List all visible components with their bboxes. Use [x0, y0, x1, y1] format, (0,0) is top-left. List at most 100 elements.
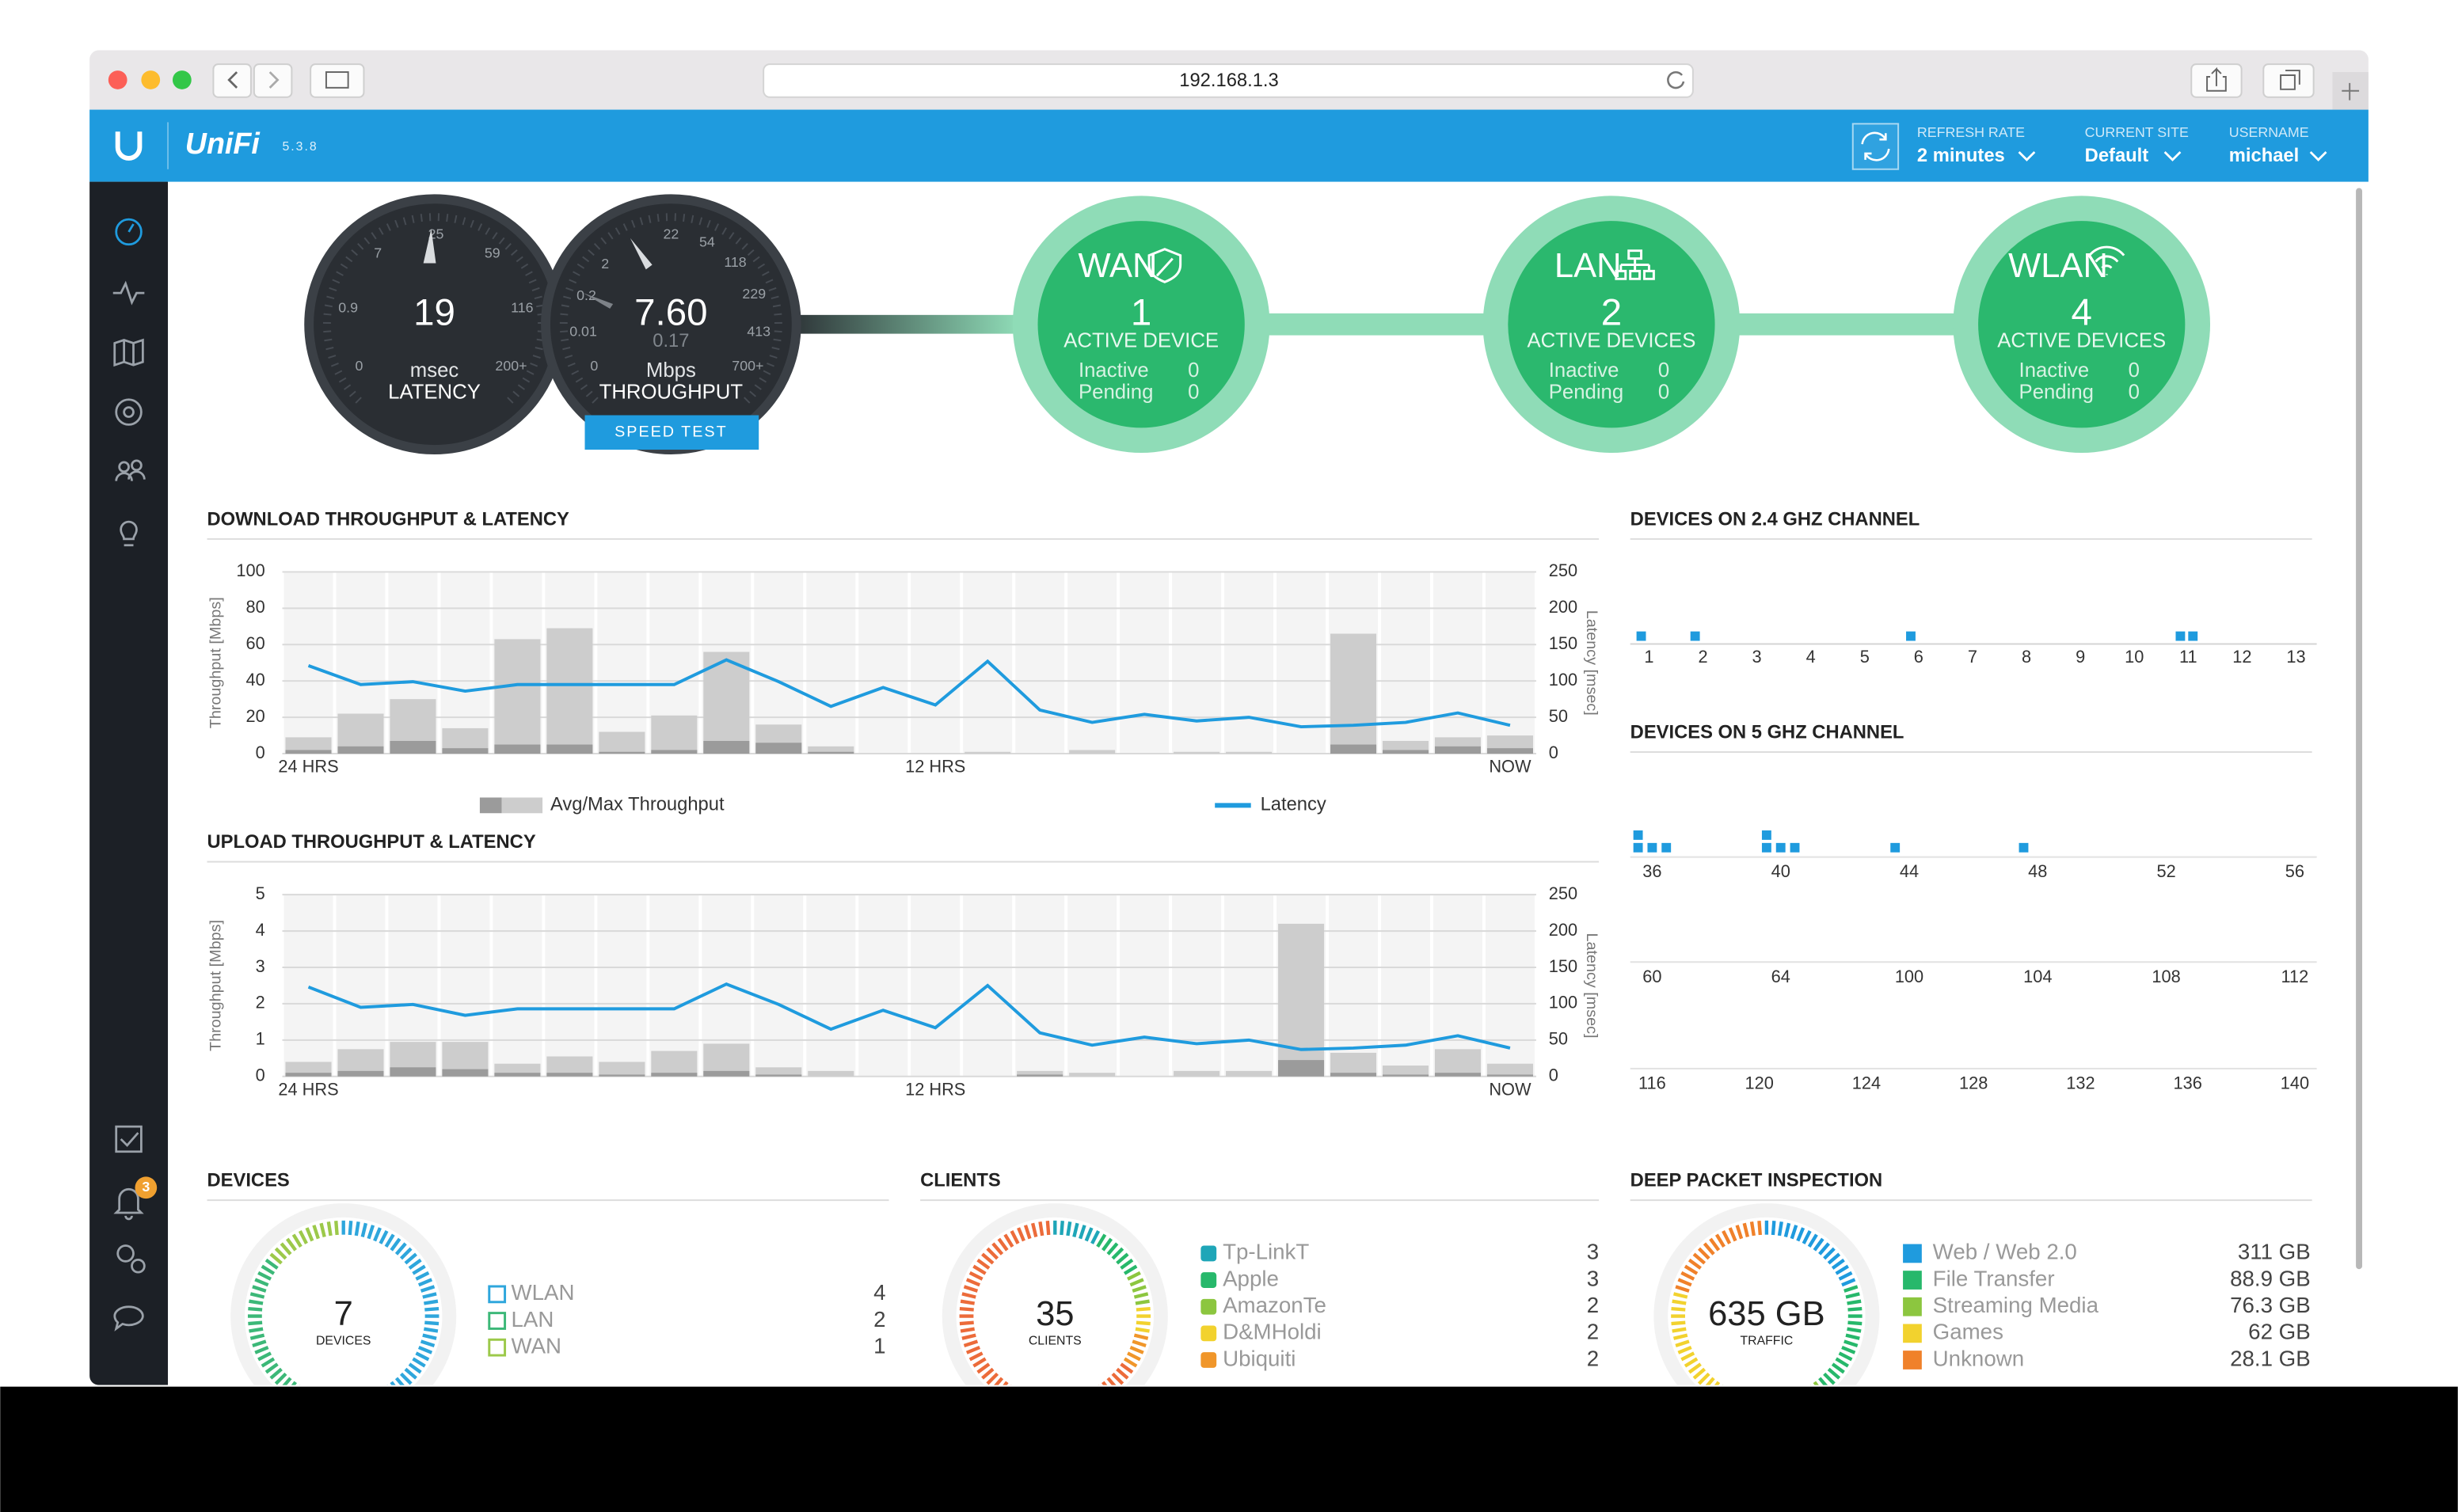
donut-tick: [1835, 1264, 1849, 1275]
column-band: [1433, 895, 1482, 1077]
donut-tick: [354, 1221, 360, 1237]
status-circle[interactable]: [1508, 221, 1715, 428]
donut-tick: [1102, 1381, 1113, 1385]
speed-test-label[interactable]: SPEED TEST: [614, 424, 728, 441]
y-tick-label: 0: [256, 1066, 265, 1085]
max-throughput-bar: [755, 1067, 802, 1077]
donut-tick: [1714, 1233, 1726, 1248]
devices-icon[interactable]: [115, 398, 143, 426]
channel-devices: [1633, 830, 1672, 853]
speed-test-button[interactable]: [584, 415, 759, 450]
donut-tick: [1684, 1357, 1699, 1368]
channel-label: 56: [2285, 861, 2304, 881]
status-icon: [1147, 248, 1182, 283]
status-circle[interactable]: [1037, 221, 1245, 428]
forward-button[interactable]: [253, 63, 293, 98]
donut-tick: [1672, 1327, 1687, 1333]
donut-tick: [1845, 1292, 1860, 1299]
gauge-tick: [573, 271, 580, 276]
url-bar[interactable]: [763, 63, 1694, 98]
forward-icon: [268, 71, 280, 89]
column-band: [1224, 895, 1274, 1077]
dashboard-icon[interactable]: [115, 218, 143, 246]
donut-tick: [1111, 1247, 1124, 1260]
sidebar-toggle[interactable]: [310, 63, 365, 98]
gauge-unit: Mbps: [646, 359, 696, 382]
donut-tick: [412, 1357, 426, 1368]
back-button[interactable]: [212, 63, 252, 98]
list-value: 2: [1587, 1346, 1599, 1370]
status-circle[interactable]: [1978, 221, 2186, 428]
insights-icon[interactable]: [120, 520, 138, 547]
settings-icon[interactable]: [116, 1244, 146, 1274]
gauge-tick: [402, 217, 407, 226]
status-name: WAN: [1078, 247, 1157, 285]
chat-icon[interactable]: [113, 1305, 144, 1332]
avg-throughput-bar: [390, 740, 436, 754]
donut-tick: [1111, 1372, 1124, 1385]
donut-tick: [1132, 1285, 1147, 1293]
donut-tick: [248, 1320, 263, 1326]
column-band: [806, 572, 856, 754]
donut-tick: [1677, 1345, 1692, 1354]
header-value[interactable]: michael: [2229, 145, 2299, 166]
donut-label: DEVICES: [316, 1334, 371, 1347]
dropdown-caret[interactable]: [2309, 151, 2327, 161]
channel-label: 124: [1852, 1073, 1881, 1092]
column-band: [1120, 572, 1170, 754]
window-control[interactable]: [172, 70, 192, 89]
column-band: [911, 895, 961, 1077]
avg-throughput-bar: [442, 1069, 489, 1077]
refresh-button[interactable]: [1851, 123, 1900, 170]
y2-tick-label: 200: [1549, 597, 1577, 617]
list-value: 1: [873, 1333, 885, 1358]
latency-line: [307, 982, 1511, 1051]
donut-tick: [1777, 1221, 1783, 1237]
donut-tick: [249, 1327, 264, 1333]
clients-icon[interactable]: [115, 459, 146, 481]
avg-throughput-bar: [599, 1074, 645, 1077]
window-control[interactable]: [141, 70, 161, 89]
alerts-list-icon[interactable]: [115, 1125, 143, 1153]
gauge-tick: [323, 330, 332, 333]
max-throughput-bar: [1069, 1073, 1116, 1077]
donut-tick: [1841, 1278, 1856, 1287]
section-title: DEVICES ON 5 GHZ CHANNEL: [1630, 722, 1904, 743]
gauge-tick: [765, 279, 774, 284]
avg-throughput-bar: [755, 743, 802, 754]
map-icon[interactable]: [113, 338, 144, 367]
header-label: CURRENT SITE: [2085, 124, 2189, 140]
donut-tick: [1827, 1252, 1841, 1265]
tabs-button[interactable]: [2262, 63, 2315, 98]
max-throughput-bar: [1486, 1063, 1533, 1077]
events-icon[interactable]: [113, 1187, 144, 1221]
list-icon: [488, 1285, 507, 1304]
column-band: [1380, 572, 1431, 754]
section-title: UPLOAD THROUGHPUT & LATENCY: [207, 831, 536, 853]
desktop-bottom: [0, 1386, 2458, 1512]
gauge-tick: [768, 287, 777, 291]
avg-throughput-bar: [1382, 750, 1429, 754]
max-throughput-bar: [808, 1070, 854, 1077]
donut-tick: [1827, 1367, 1841, 1380]
donut-tick: [1841, 1345, 1856, 1354]
y-tick-label: 2: [256, 993, 265, 1012]
donut-tick: [1823, 1372, 1836, 1385]
donut-tick: [348, 1221, 353, 1236]
header-value[interactable]: 2 minutes: [1917, 145, 2005, 166]
statistics-icon[interactable]: [112, 280, 145, 306]
channel-label: 9: [2076, 647, 2085, 667]
gauge-tick: [325, 347, 334, 351]
column-band: [754, 895, 804, 1077]
avg-throughput-bar: [651, 1073, 698, 1077]
device-square: [2019, 842, 2029, 853]
window-control[interactable]: [108, 70, 127, 89]
donut-tick: [960, 1299, 975, 1305]
donut-tick: [963, 1285, 979, 1293]
device-square: [1775, 842, 1786, 853]
header-value[interactable]: Default: [2085, 145, 2149, 166]
dropdown-caret[interactable]: [2018, 151, 2036, 161]
reload-icon[interactable]: [1667, 71, 1685, 89]
donut-tick: [274, 1372, 287, 1385]
dropdown-caret[interactable]: [2163, 151, 2182, 161]
